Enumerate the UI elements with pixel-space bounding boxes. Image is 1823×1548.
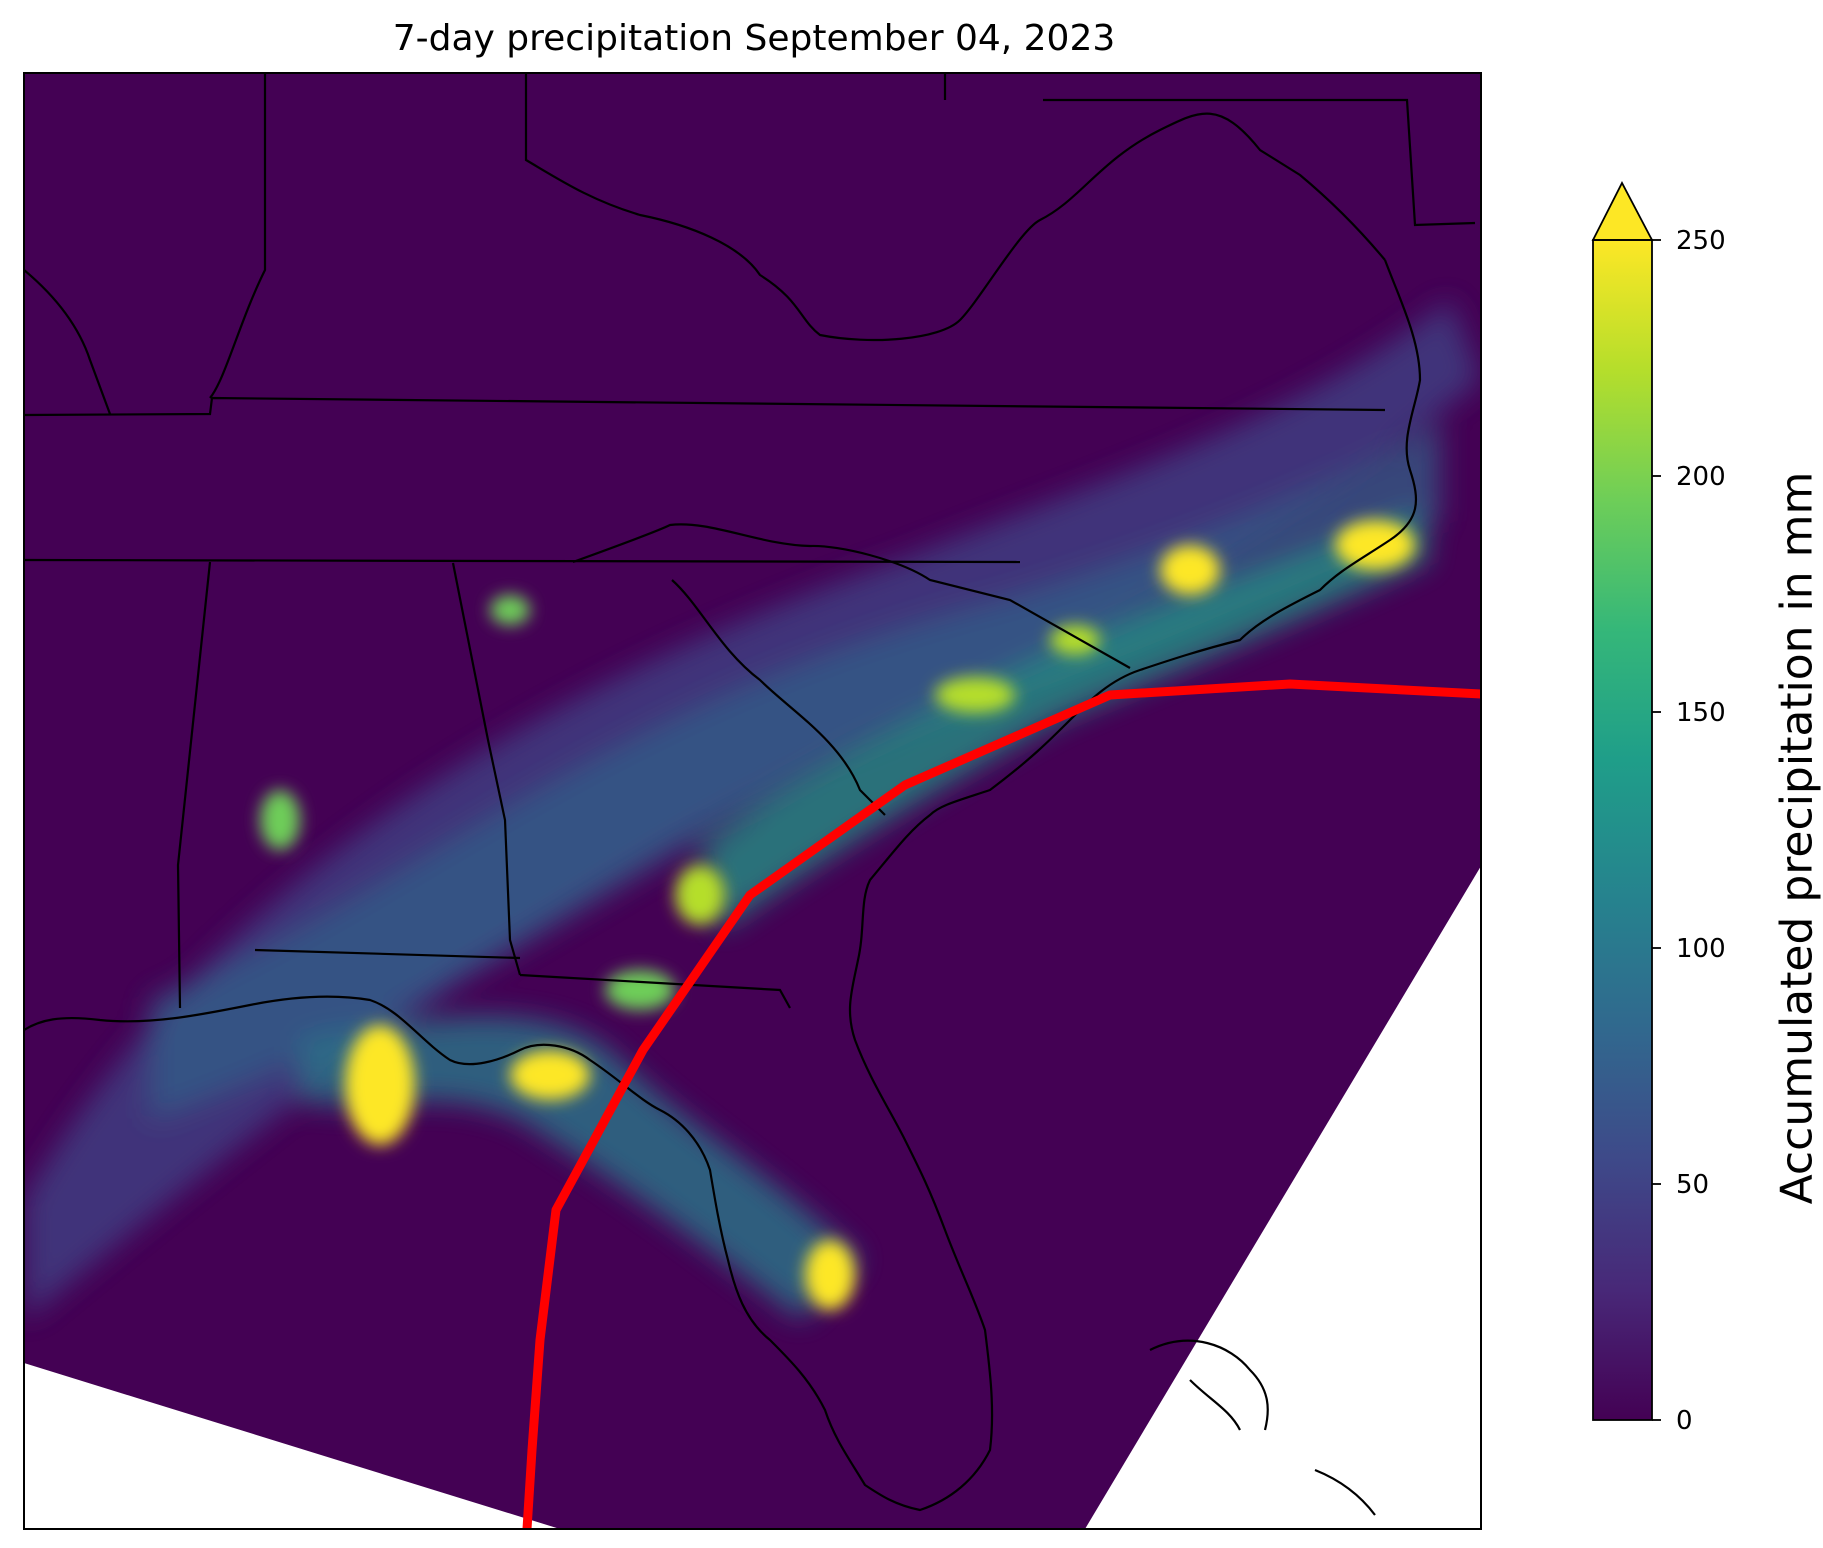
- colorbar-tick-100: 100: [1676, 934, 1726, 964]
- map-panel: [24, 73, 1481, 1529]
- colorbar-tick-50: 50: [1676, 1170, 1709, 1200]
- state-boundaries: [24, 73, 1476, 1009]
- colorbar-gradient: [1593, 240, 1652, 1420]
- colorbar-label: Accumulated precipitation in mm: [1771, 471, 1823, 1205]
- precip-hotspots: [260, 520, 1415, 1310]
- colorbar-frame: [1592, 239, 1653, 1421]
- colorbar-tick-0: 0: [1676, 1406, 1693, 1436]
- map-frame: [23, 72, 1482, 1530]
- map-title: 7-day precipitation September 04, 2023: [392, 18, 1116, 59]
- colorbar-tick-200: 200: [1676, 462, 1726, 492]
- storm-track: [522, 679, 1481, 1529]
- colorbar-tick-250: 250: [1676, 226, 1726, 256]
- colorbar-tick-150: 150: [1676, 698, 1726, 728]
- colorbar-extend-arrow: [1591, 181, 1654, 241]
- colorbar-ticks: [1652, 239, 1661, 1421]
- coastlines: [24, 259, 1422, 1516]
- precip-bands: [24, 300, 1481, 1320]
- colorbar: 0 50 100 150 200 250: [1591, 181, 1726, 1436]
